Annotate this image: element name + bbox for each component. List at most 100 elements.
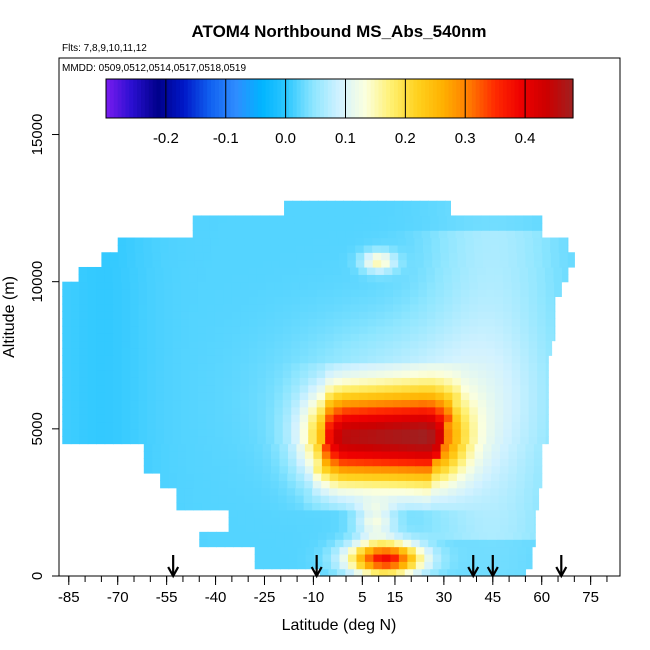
heat-cell <box>224 531 234 540</box>
heat-cell <box>415 553 425 562</box>
heat-cell <box>389 465 399 474</box>
heat-cell <box>239 274 249 283</box>
heat-cell <box>503 318 513 327</box>
heat-cell <box>351 208 361 217</box>
heat-cell <box>333 311 343 320</box>
heat-cell <box>130 399 140 408</box>
heat-cell <box>384 392 394 401</box>
colorbar-swatch <box>137 79 142 118</box>
heat-cell <box>561 274 569 283</box>
heat-cell <box>243 222 253 231</box>
heat-cell <box>113 281 123 290</box>
heat-cell <box>265 296 275 305</box>
heat-cell <box>79 325 89 334</box>
heat-cell <box>540 222 543 231</box>
heat-cell <box>486 369 496 378</box>
heat-cell <box>449 465 459 474</box>
heat-cell <box>130 340 140 349</box>
heat-cell <box>275 531 285 540</box>
heat-cell <box>206 421 216 430</box>
heat-cell <box>550 252 560 261</box>
heat-cell <box>227 237 238 246</box>
heat-cell <box>367 362 377 371</box>
heat-cell <box>452 377 462 386</box>
heat-cell <box>169 252 179 261</box>
heat-cell <box>346 237 356 246</box>
heat-cell <box>109 252 119 261</box>
heat-cell <box>418 392 428 401</box>
heat-cell <box>409 369 420 378</box>
heat-cell <box>401 384 411 393</box>
colorbar-swatch <box>335 79 341 118</box>
heat-cell <box>279 517 289 526</box>
heat-cell <box>379 215 389 224</box>
colorbar-swatch <box>530 79 535 118</box>
heat-cell <box>481 230 491 239</box>
heat-cell <box>384 347 394 356</box>
heat-cell <box>482 472 492 481</box>
heat-cell <box>299 414 309 423</box>
heat-cell <box>453 531 463 540</box>
heat-cell <box>137 274 148 283</box>
heat-cell <box>469 347 479 356</box>
heat-cell <box>320 495 330 504</box>
heat-cell <box>130 318 140 327</box>
heat-cell <box>525 524 535 533</box>
heat-cell <box>477 340 487 349</box>
heat-cell <box>96 362 106 371</box>
heat-cell <box>396 222 406 231</box>
heat-cell <box>396 487 406 496</box>
heat-cell <box>70 311 80 320</box>
heat-cell <box>443 325 453 334</box>
heat-cell <box>265 289 275 297</box>
colorbar-swatch <box>164 79 169 118</box>
heat-cell <box>358 274 368 283</box>
heat-cell <box>243 215 253 224</box>
heat-cell <box>435 318 445 327</box>
colorbar-swatch <box>211 79 216 118</box>
heat-cell <box>384 436 394 445</box>
heat-cell <box>431 237 441 246</box>
heat-cell <box>104 384 114 393</box>
heat-cell <box>130 303 140 312</box>
heat-cell <box>96 303 106 312</box>
heat-cell <box>466 252 476 261</box>
heat-cell <box>418 325 428 334</box>
heat-cell <box>138 303 148 312</box>
heat-cell <box>240 399 250 408</box>
heat-cell <box>214 399 224 408</box>
heat-cell <box>154 266 164 275</box>
heat-cell <box>392 266 402 275</box>
heat-cell <box>224 539 234 548</box>
heat-cell <box>515 502 525 511</box>
heat-cell <box>430 568 440 577</box>
heat-cell <box>223 296 233 305</box>
heat-cell <box>456 495 466 504</box>
heat-cell <box>372 472 382 481</box>
heat-cell <box>189 369 199 378</box>
heat-cell <box>312 237 322 246</box>
heat-cell <box>248 289 258 297</box>
heat-cell <box>436 539 446 548</box>
colorbar-swatch <box>386 79 391 118</box>
heat-cell <box>418 369 428 378</box>
heat-cell <box>62 318 72 327</box>
heat-cell <box>87 347 97 356</box>
heat-cell <box>409 392 420 401</box>
colorbar-swatch <box>479 79 485 118</box>
heat-cell <box>368 208 378 217</box>
heat-cell <box>426 399 436 408</box>
heat-cell <box>457 443 467 452</box>
colorbar-swatch <box>557 79 562 118</box>
heat-cell <box>70 333 80 342</box>
heat-cell <box>460 318 470 327</box>
heat-cell <box>329 237 339 246</box>
heat-cell <box>130 369 140 378</box>
heat-cell <box>121 399 131 408</box>
colorbar-swatch <box>456 79 461 118</box>
heat-cell <box>443 266 453 275</box>
heat-cell <box>62 369 72 378</box>
heat-cell <box>540 230 543 239</box>
heat-cell <box>316 274 326 283</box>
heat-cell <box>422 495 432 504</box>
